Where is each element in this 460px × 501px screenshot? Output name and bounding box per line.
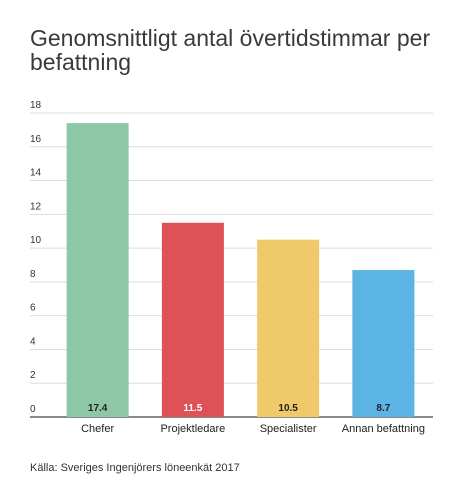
category-label: Projektledare	[160, 423, 225, 435]
y-tick-label: 12	[30, 201, 42, 212]
bar-value-label: 17.4	[88, 403, 108, 414]
y-tick-label: 14	[30, 168, 42, 179]
bar-value-label: 8.7	[376, 403, 390, 414]
bar-value-label: 10.5	[278, 403, 298, 414]
bar-chefer	[66, 123, 129, 417]
category-label: Annan befattning	[342, 423, 425, 435]
bar-value-label: 11.5	[183, 403, 202, 414]
y-tick-label: 2	[30, 370, 36, 381]
source-note: Källa: Sveriges Ingenjörers löneenkät 20…	[30, 462, 240, 474]
category-label: Chefer	[81, 423, 114, 435]
y-tick-label: 4	[30, 336, 36, 347]
y-tick-label: 8	[30, 269, 36, 280]
y-tick-label: 18	[30, 100, 42, 111]
y-tick-label: 6	[30, 303, 36, 314]
labels: 0 2 4 6 8 10 12 14 16 18 17.4 Chefer 11.5 Projektleda…	[30, 100, 425, 435]
bar-projektledare	[161, 222, 224, 417]
bar-specialister	[257, 239, 320, 417]
chart-title: Genomsnittligt antal övertidstimmar per …	[30, 25, 431, 75]
y-tick-label: 16	[30, 134, 42, 145]
category-label: Specialister	[260, 423, 317, 435]
y-tick-label: 0	[30, 404, 36, 415]
bar-annan-befattning	[352, 270, 415, 417]
y-tick-label: 10	[30, 235, 42, 246]
bars	[66, 123, 415, 417]
